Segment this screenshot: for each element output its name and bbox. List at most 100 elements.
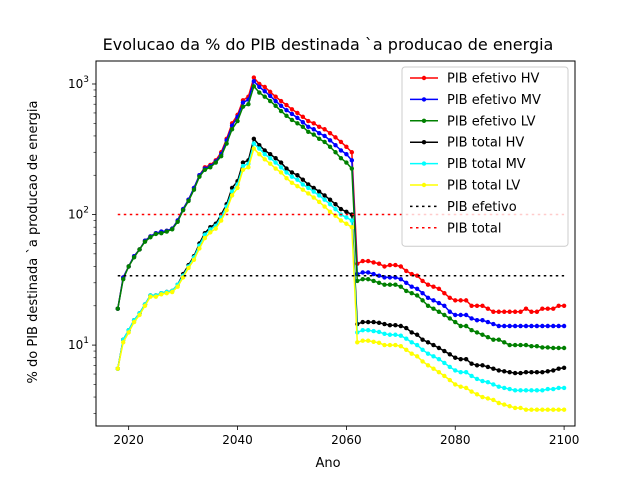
data-point-pib-efetivo-mv xyxy=(278,103,284,109)
data-point-pib-efetivo-lv xyxy=(382,282,387,287)
data-point-pib-total-hv xyxy=(529,369,534,375)
data-point-pib-total-mv xyxy=(453,368,458,373)
data-point-pib-total-mv xyxy=(551,386,556,392)
data-point-pib-total-mv xyxy=(262,151,267,157)
data-point-pib-total-hv xyxy=(545,369,550,374)
data-point-pib-total-lv xyxy=(545,407,550,412)
data-point-pib-total-hv xyxy=(523,369,529,375)
legend-marker-pib-total-hv xyxy=(421,140,427,145)
data-point-pib-total-lv xyxy=(447,377,453,383)
data-point-pib-total-mv xyxy=(257,146,262,151)
data-point-pib-efetivo-mv xyxy=(491,321,496,327)
data-point-pib-total-lv xyxy=(382,342,387,348)
data-point-pib-total-lv xyxy=(453,382,458,387)
data-point-pib-total-mv xyxy=(414,342,420,348)
data-point-pib-total-mv xyxy=(267,156,273,161)
data-point-pib-efetivo-hv xyxy=(404,268,409,274)
data-point-pib-total-hv xyxy=(409,330,414,335)
data-point-pib-total-mv xyxy=(344,215,349,220)
data-point-pib-efetivo-lv xyxy=(518,342,523,348)
data-point-pib-efetivo-lv xyxy=(137,247,142,252)
data-point-pib-total-hv xyxy=(267,151,273,157)
data-point-pib-efetivo-lv xyxy=(338,156,344,161)
data-point-pib-efetivo-mv xyxy=(534,323,540,329)
data-point-pib-efetivo-lv xyxy=(545,345,550,350)
data-point-pib-efetivo-hv xyxy=(561,303,567,308)
data-point-pib-efetivo-hv xyxy=(512,309,518,314)
data-point-pib-total-mv xyxy=(442,360,447,366)
legend-label-pib-total: PIB total xyxy=(447,221,501,236)
data-point-pib-total-hv xyxy=(300,177,306,182)
data-point-pib-efetivo-lv xyxy=(534,344,540,349)
data-point-pib-total-hv xyxy=(420,337,425,342)
data-point-pib-efetivo-mv xyxy=(458,312,463,318)
data-point-pib-total-lv xyxy=(338,218,344,223)
data-point-pib-total-mv xyxy=(240,163,246,169)
legend-label-pib-efetivo-hv: PIB efetivo HV xyxy=(447,72,540,87)
data-point-pib-efetivo-lv xyxy=(485,334,491,340)
data-point-pib-efetivo-hv xyxy=(333,135,338,140)
data-point-pib-total-lv xyxy=(458,384,463,389)
data-point-pib-efetivo-lv xyxy=(425,303,431,308)
data-point-pib-total-hv xyxy=(316,189,322,194)
data-point-pib-efetivo-lv xyxy=(164,229,169,234)
data-point-pib-efetivo-hv xyxy=(436,286,442,291)
data-point-pib-total-mv xyxy=(523,388,529,393)
data-point-pib-total-mv xyxy=(474,376,480,382)
data-point-pib-total-mv xyxy=(463,369,469,375)
data-point-pib-efetivo-lv xyxy=(153,231,159,237)
data-point-pib-total-lv xyxy=(131,319,137,325)
data-point-pib-efetivo-lv xyxy=(333,150,338,155)
data-point-pib-total-mv xyxy=(425,351,431,356)
data-point-pib-total-lv xyxy=(507,404,512,409)
data-point-pib-total-hv xyxy=(376,320,382,326)
data-point-pib-total-hv xyxy=(327,197,333,202)
data-point-pib-total-mv xyxy=(496,384,501,389)
data-point-pib-total-mv xyxy=(393,332,398,337)
data-point-pib-efetivo-mv xyxy=(529,323,534,329)
data-point-pib-efetivo-lv xyxy=(213,160,218,165)
data-point-pib-efetivo-mv xyxy=(349,158,355,163)
data-point-pib-total-hv xyxy=(398,323,404,329)
data-point-pib-total-hv xyxy=(458,356,463,362)
chart-title: Evolucao da % do PIB destinada `a produc… xyxy=(103,35,554,54)
data-point-pib-efetivo-hv xyxy=(425,282,431,287)
data-point-pib-efetivo-hv xyxy=(480,303,485,308)
data-point-pib-total-mv xyxy=(398,333,404,338)
data-point-pib-total-lv xyxy=(485,396,491,401)
data-point-pib-efetivo-mv xyxy=(267,93,273,99)
data-point-pib-total-hv xyxy=(540,369,545,375)
data-point-pib-total-lv xyxy=(164,290,169,296)
data-point-pib-total-lv xyxy=(327,209,333,214)
data-point-pib-efetivo-mv xyxy=(431,298,436,303)
data-point-pib-efetivo-hv xyxy=(496,309,501,314)
data-point-pib-total-mv xyxy=(251,141,257,146)
data-point-pib-efetivo-mv xyxy=(365,270,371,275)
data-point-pib-total-mv xyxy=(376,329,382,335)
legend-label-pib-total-lv: PIB total LV xyxy=(447,179,520,194)
data-point-pib-efetivo-hv xyxy=(306,118,311,124)
data-point-pib-efetivo-mv xyxy=(311,127,316,132)
data-point-pib-total-hv xyxy=(311,185,316,191)
data-point-pib-efetivo-mv xyxy=(306,124,311,129)
data-point-pib-efetivo-hv xyxy=(529,309,534,314)
data-point-pib-efetivo-lv xyxy=(295,121,300,126)
data-point-pib-total-mv xyxy=(382,331,387,337)
data-point-pib-total-hv xyxy=(414,332,420,337)
legend-marker-pib-efetivo-hv xyxy=(421,75,427,81)
data-point-pib-efetivo-lv xyxy=(284,113,289,119)
data-point-pib-efetivo-lv xyxy=(121,276,126,282)
data-point-pib-efetivo-lv xyxy=(257,90,262,95)
data-point-pib-total-hv xyxy=(496,368,501,373)
data-point-pib-efetivo-mv xyxy=(371,271,376,277)
data-point-pib-efetivo-lv xyxy=(311,132,316,137)
data-point-pib-total-hv xyxy=(278,160,284,165)
data-point-pib-total-mv xyxy=(306,185,311,191)
data-point-pib-efetivo-hv xyxy=(327,130,333,136)
data-point-pib-efetivo-lv xyxy=(561,345,567,351)
data-point-pib-efetivo-mv xyxy=(512,323,518,329)
data-point-pib-total-lv xyxy=(393,342,398,348)
data-point-pib-efetivo-lv xyxy=(170,227,175,232)
data-point-pib-efetivo-hv xyxy=(278,98,284,104)
data-point-pib-total-lv xyxy=(142,303,148,308)
